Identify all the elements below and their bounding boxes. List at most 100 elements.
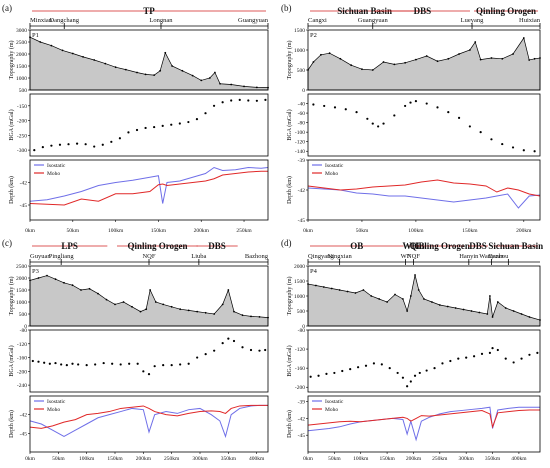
y-tick-label: -42 — [20, 181, 28, 187]
y-tick-label: -120 — [17, 342, 27, 348]
y-tick-label: 1000 — [294, 48, 305, 54]
bga-point — [457, 116, 461, 119]
topography-point — [361, 68, 363, 71]
topography-point — [213, 313, 216, 315]
bga-point — [196, 356, 199, 359]
bga-point — [490, 138, 493, 141]
topography-point — [145, 308, 148, 311]
bga-point — [161, 124, 164, 127]
y-tick-label: -160 — [295, 366, 305, 372]
topography-point — [417, 289, 420, 291]
bga-point — [401, 376, 405, 379]
topography-point — [214, 71, 216, 74]
depth-frame — [29, 159, 269, 221]
legend-label: Isostatic — [325, 399, 344, 405]
bga-point — [147, 372, 151, 376]
topography-point — [470, 310, 473, 312]
x-tick-label: 0km — [25, 228, 36, 234]
topography-point — [425, 55, 428, 57]
topography-point — [371, 69, 374, 71]
bga-point — [323, 104, 326, 108]
place-label: Guyuan — [30, 253, 51, 260]
bga-point — [425, 102, 428, 105]
bga-point — [413, 374, 417, 377]
depth-line-moho — [29, 170, 268, 206]
bga-point — [396, 371, 399, 375]
depth-line-moho — [307, 179, 541, 197]
topography-point — [462, 308, 465, 311]
topography-point — [97, 292, 99, 295]
panel-label: (c) — [2, 238, 12, 248]
y-tick-label: -80 — [20, 328, 28, 334]
y-axis-label: BGA (mGal) — [286, 345, 293, 376]
topography-point — [243, 85, 245, 88]
bga-point — [414, 100, 418, 103]
y-axis-label: Depth (km) — [8, 410, 15, 438]
bga-point — [309, 375, 312, 378]
place-label: Ningxian — [328, 253, 353, 260]
topography-point — [208, 77, 211, 79]
bga-point — [33, 148, 36, 152]
bga-point — [77, 363, 80, 366]
bga-point — [85, 364, 88, 367]
depth-line-isostatic — [307, 187, 541, 209]
bga-point — [142, 370, 145, 373]
topography-point — [196, 310, 199, 313]
topography-point — [454, 307, 457, 309]
topography-point — [339, 57, 342, 60]
bga-point — [31, 359, 34, 363]
bga-point — [241, 346, 244, 349]
bga-point — [404, 104, 407, 108]
topography-point — [187, 309, 190, 312]
y-tick-label: -200 — [17, 119, 27, 125]
place-label: Lueyang — [461, 17, 484, 24]
topography-point — [179, 308, 182, 311]
y-tick-label: 1500 — [16, 288, 27, 294]
region-label: Sichuan Basin — [488, 241, 543, 251]
bga-point — [520, 357, 523, 360]
bga-point — [377, 125, 380, 128]
bga-point — [136, 362, 139, 365]
topography-point — [221, 303, 224, 306]
topography-point — [71, 284, 74, 287]
bga-point — [409, 380, 412, 383]
bga-point — [232, 339, 236, 343]
y-tick-label: -200 — [295, 385, 305, 391]
bga-point — [110, 140, 113, 143]
bga-point — [418, 371, 421, 375]
topography-point — [144, 73, 147, 76]
y-tick-label: 2500 — [16, 40, 27, 46]
topography-point — [200, 79, 203, 82]
depth-line-isostatic — [29, 404, 268, 439]
panel-b: (b) Cangxi Guangyuan Lueyang Huixian Sichuan … — [281, 3, 541, 234]
topography-point — [438, 304, 441, 306]
place-label: Minxian — [30, 17, 53, 24]
topography-point — [338, 289, 341, 291]
y-tick-label: -42 — [298, 188, 306, 194]
topography-point — [82, 55, 84, 58]
bga-frame — [29, 329, 269, 393]
bga-point — [441, 362, 444, 365]
bga-point — [204, 353, 207, 356]
bga-point — [187, 120, 190, 124]
y-tick-label: 2000 — [16, 52, 27, 58]
y-axis-label: Topography (m) — [286, 276, 293, 315]
topography-point — [362, 289, 365, 291]
legend-label: Isostatic — [47, 163, 66, 169]
bga-point — [118, 137, 121, 140]
topography-point — [50, 44, 53, 47]
topography-point — [93, 59, 96, 61]
bga-point — [178, 122, 181, 125]
legend-label: Isostatic — [47, 399, 66, 405]
x-tick-label: 100km — [408, 228, 424, 234]
bga-point — [127, 131, 130, 134]
bga-point — [187, 362, 190, 365]
region-label: OB — [350, 241, 363, 251]
region-label: Qinling Orogen — [127, 241, 187, 251]
bga-point — [522, 149, 525, 152]
topography-point — [170, 305, 173, 308]
y-axis-label: Depth (km) — [286, 410, 293, 438]
y-tick-label: -160 — [17, 356, 27, 362]
place-label: Pingliang — [49, 253, 75, 260]
